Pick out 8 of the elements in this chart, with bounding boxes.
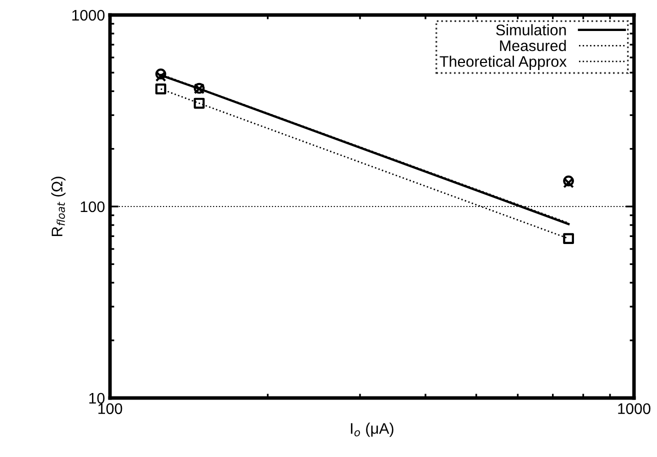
y-tick-label: 1000	[72, 10, 105, 21]
y-tick-label: 100	[80, 201, 105, 212]
y-axis-title: R$_{float}$ (Ω)	[51, 176, 66, 236]
y-tick-label: 10	[89, 392, 105, 404]
legend-label: Simulation	[496, 24, 566, 36]
legend-label: Measured	[500, 40, 566, 52]
x-axis-title: I$_{o}$ (μA)	[350, 422, 394, 437]
legend-label: Theoretical Approx	[440, 56, 567, 70]
